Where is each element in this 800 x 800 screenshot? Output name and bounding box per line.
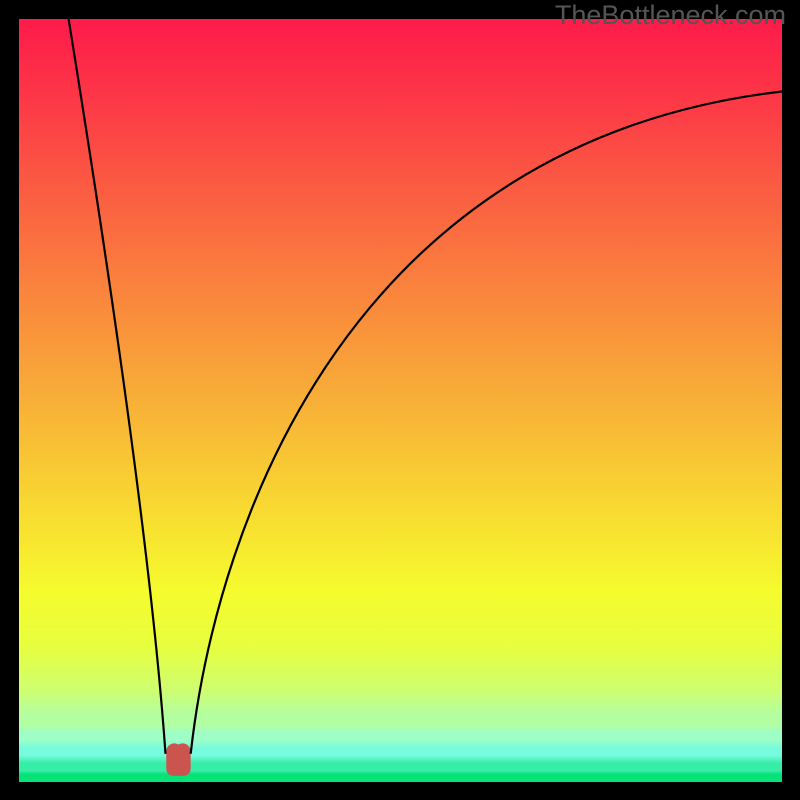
- bottleneck-chart: TheBottleneck.com: [0, 0, 800, 800]
- chart-svg: [0, 0, 800, 800]
- valley-marker: [166, 743, 190, 775]
- plot-background: [19, 19, 782, 782]
